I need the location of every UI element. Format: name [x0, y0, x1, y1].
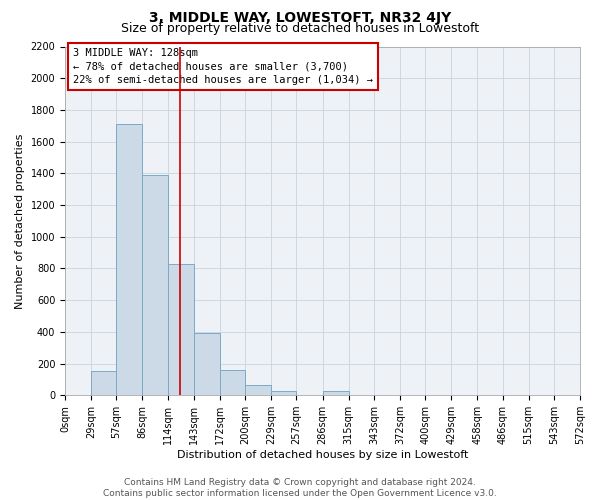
Bar: [323, 392, 349, 395]
Text: Size of property relative to detached houses in Lowestoft: Size of property relative to detached ho…: [121, 22, 479, 35]
Text: Contains HM Land Registry data © Crown copyright and database right 2024.
Contai: Contains HM Land Registry data © Crown c…: [103, 478, 497, 498]
Text: 3 MIDDLE WAY: 128sqm
← 78% of detached houses are smaller (3,700)
22% of semi-de: 3 MIDDLE WAY: 128sqm ← 78% of detached h…: [73, 48, 373, 84]
Bar: [91, 370, 116, 395]
Bar: [142, 175, 167, 395]
Y-axis label: Number of detached properties: Number of detached properties: [15, 133, 25, 308]
Bar: [220, 370, 245, 395]
Bar: [245, 385, 271, 395]
Bar: [167, 264, 194, 395]
Bar: [271, 392, 296, 395]
Bar: [194, 334, 220, 395]
Bar: [116, 124, 142, 395]
X-axis label: Distribution of detached houses by size in Lowestoft: Distribution of detached houses by size …: [177, 450, 468, 460]
Text: 3, MIDDLE WAY, LOWESTOFT, NR32 4JY: 3, MIDDLE WAY, LOWESTOFT, NR32 4JY: [149, 11, 451, 25]
